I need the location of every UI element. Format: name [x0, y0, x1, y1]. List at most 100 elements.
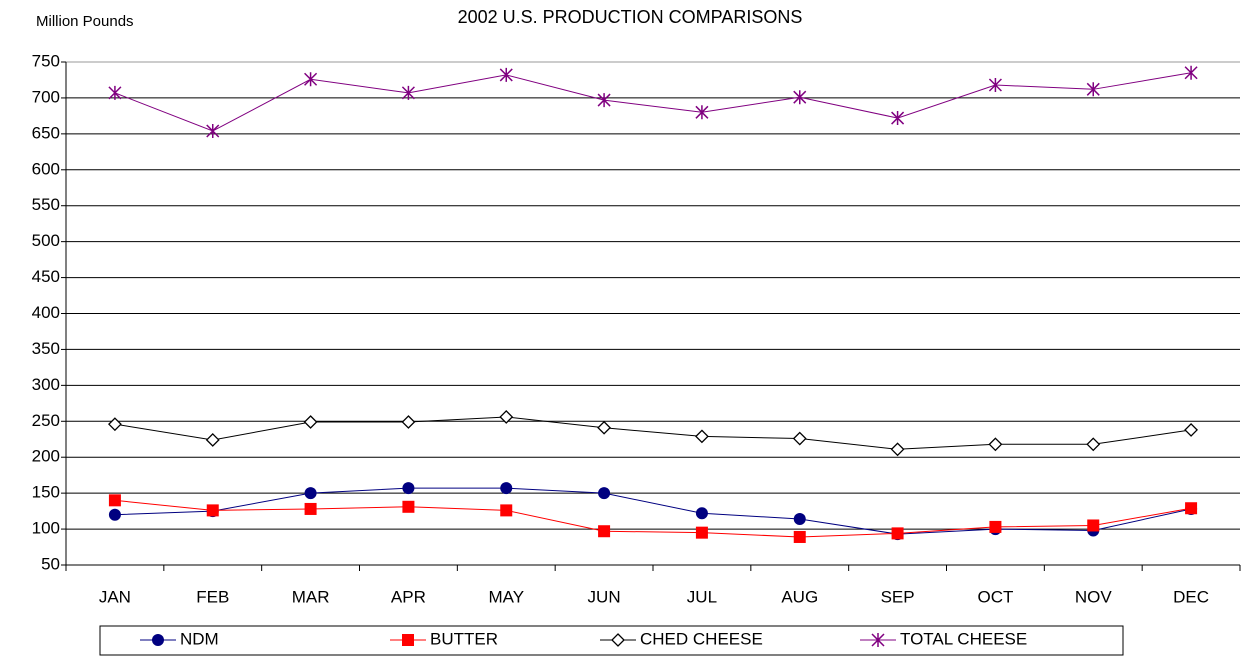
- marker-diamond: [205, 433, 220, 447]
- y-tick-label: 200: [32, 447, 60, 466]
- marker-diamond: [792, 431, 807, 446]
- marker-diamond: [597, 420, 612, 435]
- marker-square: [402, 634, 414, 646]
- marker-diamond: [401, 415, 416, 429]
- marker-square: [500, 504, 513, 517]
- marker-shape: [303, 415, 318, 429]
- legend-label: TOTAL CHEESE: [900, 629, 1027, 648]
- marker-diamond: [890, 442, 905, 457]
- x-tick-label: JUL: [687, 587, 717, 606]
- y-tick-label: 450: [32, 267, 60, 286]
- marker-shape: [1184, 422, 1198, 437]
- y-tick-label: 700: [32, 87, 60, 106]
- marker-shape: [499, 67, 513, 82]
- marker-shape: [304, 72, 318, 87]
- marker-square: [695, 526, 708, 539]
- marker-shape: [988, 77, 1002, 92]
- marker-circle: [108, 508, 121, 521]
- x-tick-label: JUN: [588, 587, 621, 606]
- marker-shape: [793, 530, 806, 543]
- marker-shape: [611, 633, 625, 647]
- marker-circle: [152, 634, 164, 646]
- x-tick-label: APR: [391, 587, 426, 606]
- marker-diamond: [1184, 422, 1198, 437]
- marker-diamond: [107, 417, 122, 432]
- marker-circle: [304, 487, 317, 500]
- y-tick-label: 100: [32, 519, 60, 538]
- x-tick-label: AUG: [781, 587, 818, 606]
- marker-shape: [107, 417, 122, 432]
- marker-shape: [402, 500, 415, 513]
- x-tick-label: JAN: [99, 587, 131, 606]
- marker-square: [1185, 502, 1198, 515]
- marker-asterisk: [597, 93, 611, 108]
- marker-square: [793, 530, 806, 543]
- marker-shape: [793, 90, 807, 105]
- marker-shape: [598, 487, 611, 500]
- marker-asterisk: [1184, 65, 1198, 80]
- marker-shape: [891, 111, 905, 126]
- marker-circle: [500, 482, 513, 495]
- marker-shape: [401, 415, 416, 429]
- marker-shape: [695, 105, 709, 120]
- marker-shape: [1086, 437, 1101, 452]
- marker-shape: [206, 504, 219, 517]
- series-line: [114, 72, 1192, 132]
- marker-asterisk: [793, 90, 807, 105]
- marker-shape: [694, 429, 709, 444]
- marker-shape: [402, 634, 414, 646]
- x-tick-label: SEP: [881, 587, 915, 606]
- marker-asterisk: [206, 123, 220, 138]
- marker-shape: [695, 507, 708, 520]
- x-tick-label: MAY: [488, 587, 524, 606]
- marker-shape: [1087, 519, 1100, 532]
- marker-asterisk: [304, 72, 318, 87]
- marker-shape: [891, 527, 904, 540]
- marker-shape: [108, 85, 122, 100]
- marker-asterisk: [988, 77, 1002, 92]
- marker-circle: [598, 487, 611, 500]
- y-tick-label: 550: [32, 195, 60, 214]
- marker-shape: [1184, 65, 1198, 80]
- marker-shape: [890, 442, 905, 457]
- y-tick-label: 300: [32, 375, 60, 394]
- y-tick-label: 500: [32, 231, 60, 250]
- legend-label: NDM: [180, 629, 219, 648]
- marker-asterisk: [871, 633, 885, 647]
- marker-asterisk: [1086, 82, 1100, 97]
- marker-diamond: [694, 429, 709, 444]
- marker-diamond: [303, 415, 318, 429]
- series-line: [114, 499, 1192, 538]
- legend-label: BUTTER: [430, 629, 498, 648]
- y-tick-label: 600: [32, 159, 60, 178]
- marker-shape: [793, 513, 806, 526]
- marker-asterisk: [499, 67, 513, 82]
- marker-square: [108, 494, 121, 507]
- marker-diamond: [988, 437, 1003, 452]
- marker-shape: [108, 494, 121, 507]
- marker-shape: [1185, 502, 1198, 515]
- marker-circle: [695, 507, 708, 520]
- marker-shape: [304, 502, 317, 515]
- marker-square: [598, 525, 611, 538]
- marker-shape: [792, 431, 807, 446]
- marker-shape: [108, 508, 121, 521]
- marker-shape: [988, 437, 1003, 452]
- marker-square: [891, 527, 904, 540]
- marker-asterisk: [891, 111, 905, 126]
- marker-shape: [597, 93, 611, 108]
- marker-shape: [500, 504, 513, 517]
- series-line: [114, 416, 1192, 450]
- marker-circle: [402, 482, 415, 495]
- marker-asterisk: [401, 85, 415, 100]
- y-tick-label: 650: [32, 123, 60, 142]
- y-tick-label: 50: [41, 554, 60, 573]
- y-tick-label: 150: [32, 483, 60, 502]
- marker-square: [1087, 519, 1100, 532]
- x-tick-label: OCT: [977, 587, 1013, 606]
- marker-asterisk: [695, 105, 709, 120]
- marker-circle: [793, 513, 806, 526]
- y-tick-label: 750: [32, 51, 60, 70]
- marker-shape: [152, 634, 164, 646]
- marker-square: [989, 520, 1002, 533]
